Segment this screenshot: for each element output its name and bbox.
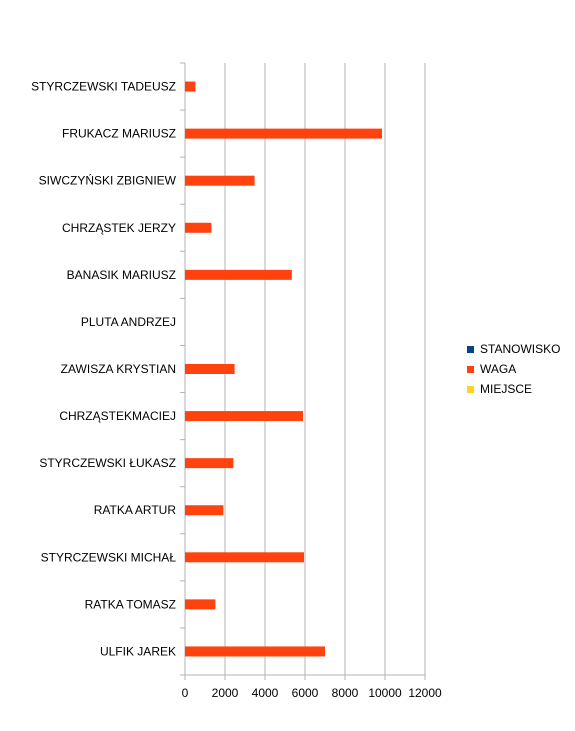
bar-waga: [185, 599, 216, 610]
legend-item: MIEJSCE: [467, 379, 560, 399]
x-tick-label: 6000: [292, 686, 319, 700]
bar-waga: [185, 81, 196, 92]
bar-waga: [185, 552, 304, 563]
x-tick-label: 2000: [212, 686, 239, 700]
x-tick-label: 10000: [368, 686, 402, 700]
bar-waga: [185, 364, 235, 374]
category-label: ZAWISZA KRYSTIAN: [61, 362, 176, 376]
category-label: STYRCZEWSKI MICHAŁ: [41, 550, 177, 564]
legend-item: STANOWISKO: [467, 339, 560, 359]
legend-label: MIEJSCE: [480, 382, 533, 396]
legend-swatch: [467, 345, 474, 353]
category-label: RATKA TOMASZ: [85, 597, 176, 611]
category-label: SIWCZYŃSKI ZBIGNIEW: [39, 173, 177, 188]
x-tick-label: 0: [182, 686, 189, 700]
legend-item: WAGA: [467, 359, 560, 379]
bar-waga: [185, 175, 255, 186]
bar-waga: [185, 128, 382, 139]
bar-waga: [185, 269, 292, 280]
category-label: PLUTA ANDRZEJ: [81, 315, 176, 329]
x-tick-label: 8000: [332, 686, 359, 700]
category-label: STYRCZEWSKI TADEUSZ: [31, 80, 176, 94]
category-label: ULFIK JAREK: [100, 644, 176, 658]
legend: STANOWISKO WAGA MIEJSCE: [467, 339, 560, 399]
legend-swatch: [467, 365, 474, 373]
x-tick-label: 4000: [252, 686, 279, 700]
category-label: FRUKACZ MARIUSZ: [62, 127, 176, 141]
legend-label: STANOWISKO: [480, 342, 561, 356]
category-label: STYRCZEWSKI ŁUKASZ: [39, 456, 176, 470]
bar-waga: [185, 458, 234, 469]
bar-waga: [185, 222, 212, 233]
legend-swatch: [467, 385, 474, 393]
bar-waga: [185, 505, 224, 516]
bar-waga: [185, 411, 303, 422]
legend-label: WAGA: [480, 362, 517, 376]
category-label: CHRZĄSTEK JERZY: [62, 221, 176, 235]
bar-waga: [185, 646, 325, 657]
category-label: RATKA ARTUR: [94, 503, 177, 517]
category-label: CHRZĄSTEKMACIEJ: [59, 409, 176, 423]
category-label: BANASIK MARIUSZ: [67, 268, 176, 282]
x-tick-label: 12000: [408, 686, 442, 700]
